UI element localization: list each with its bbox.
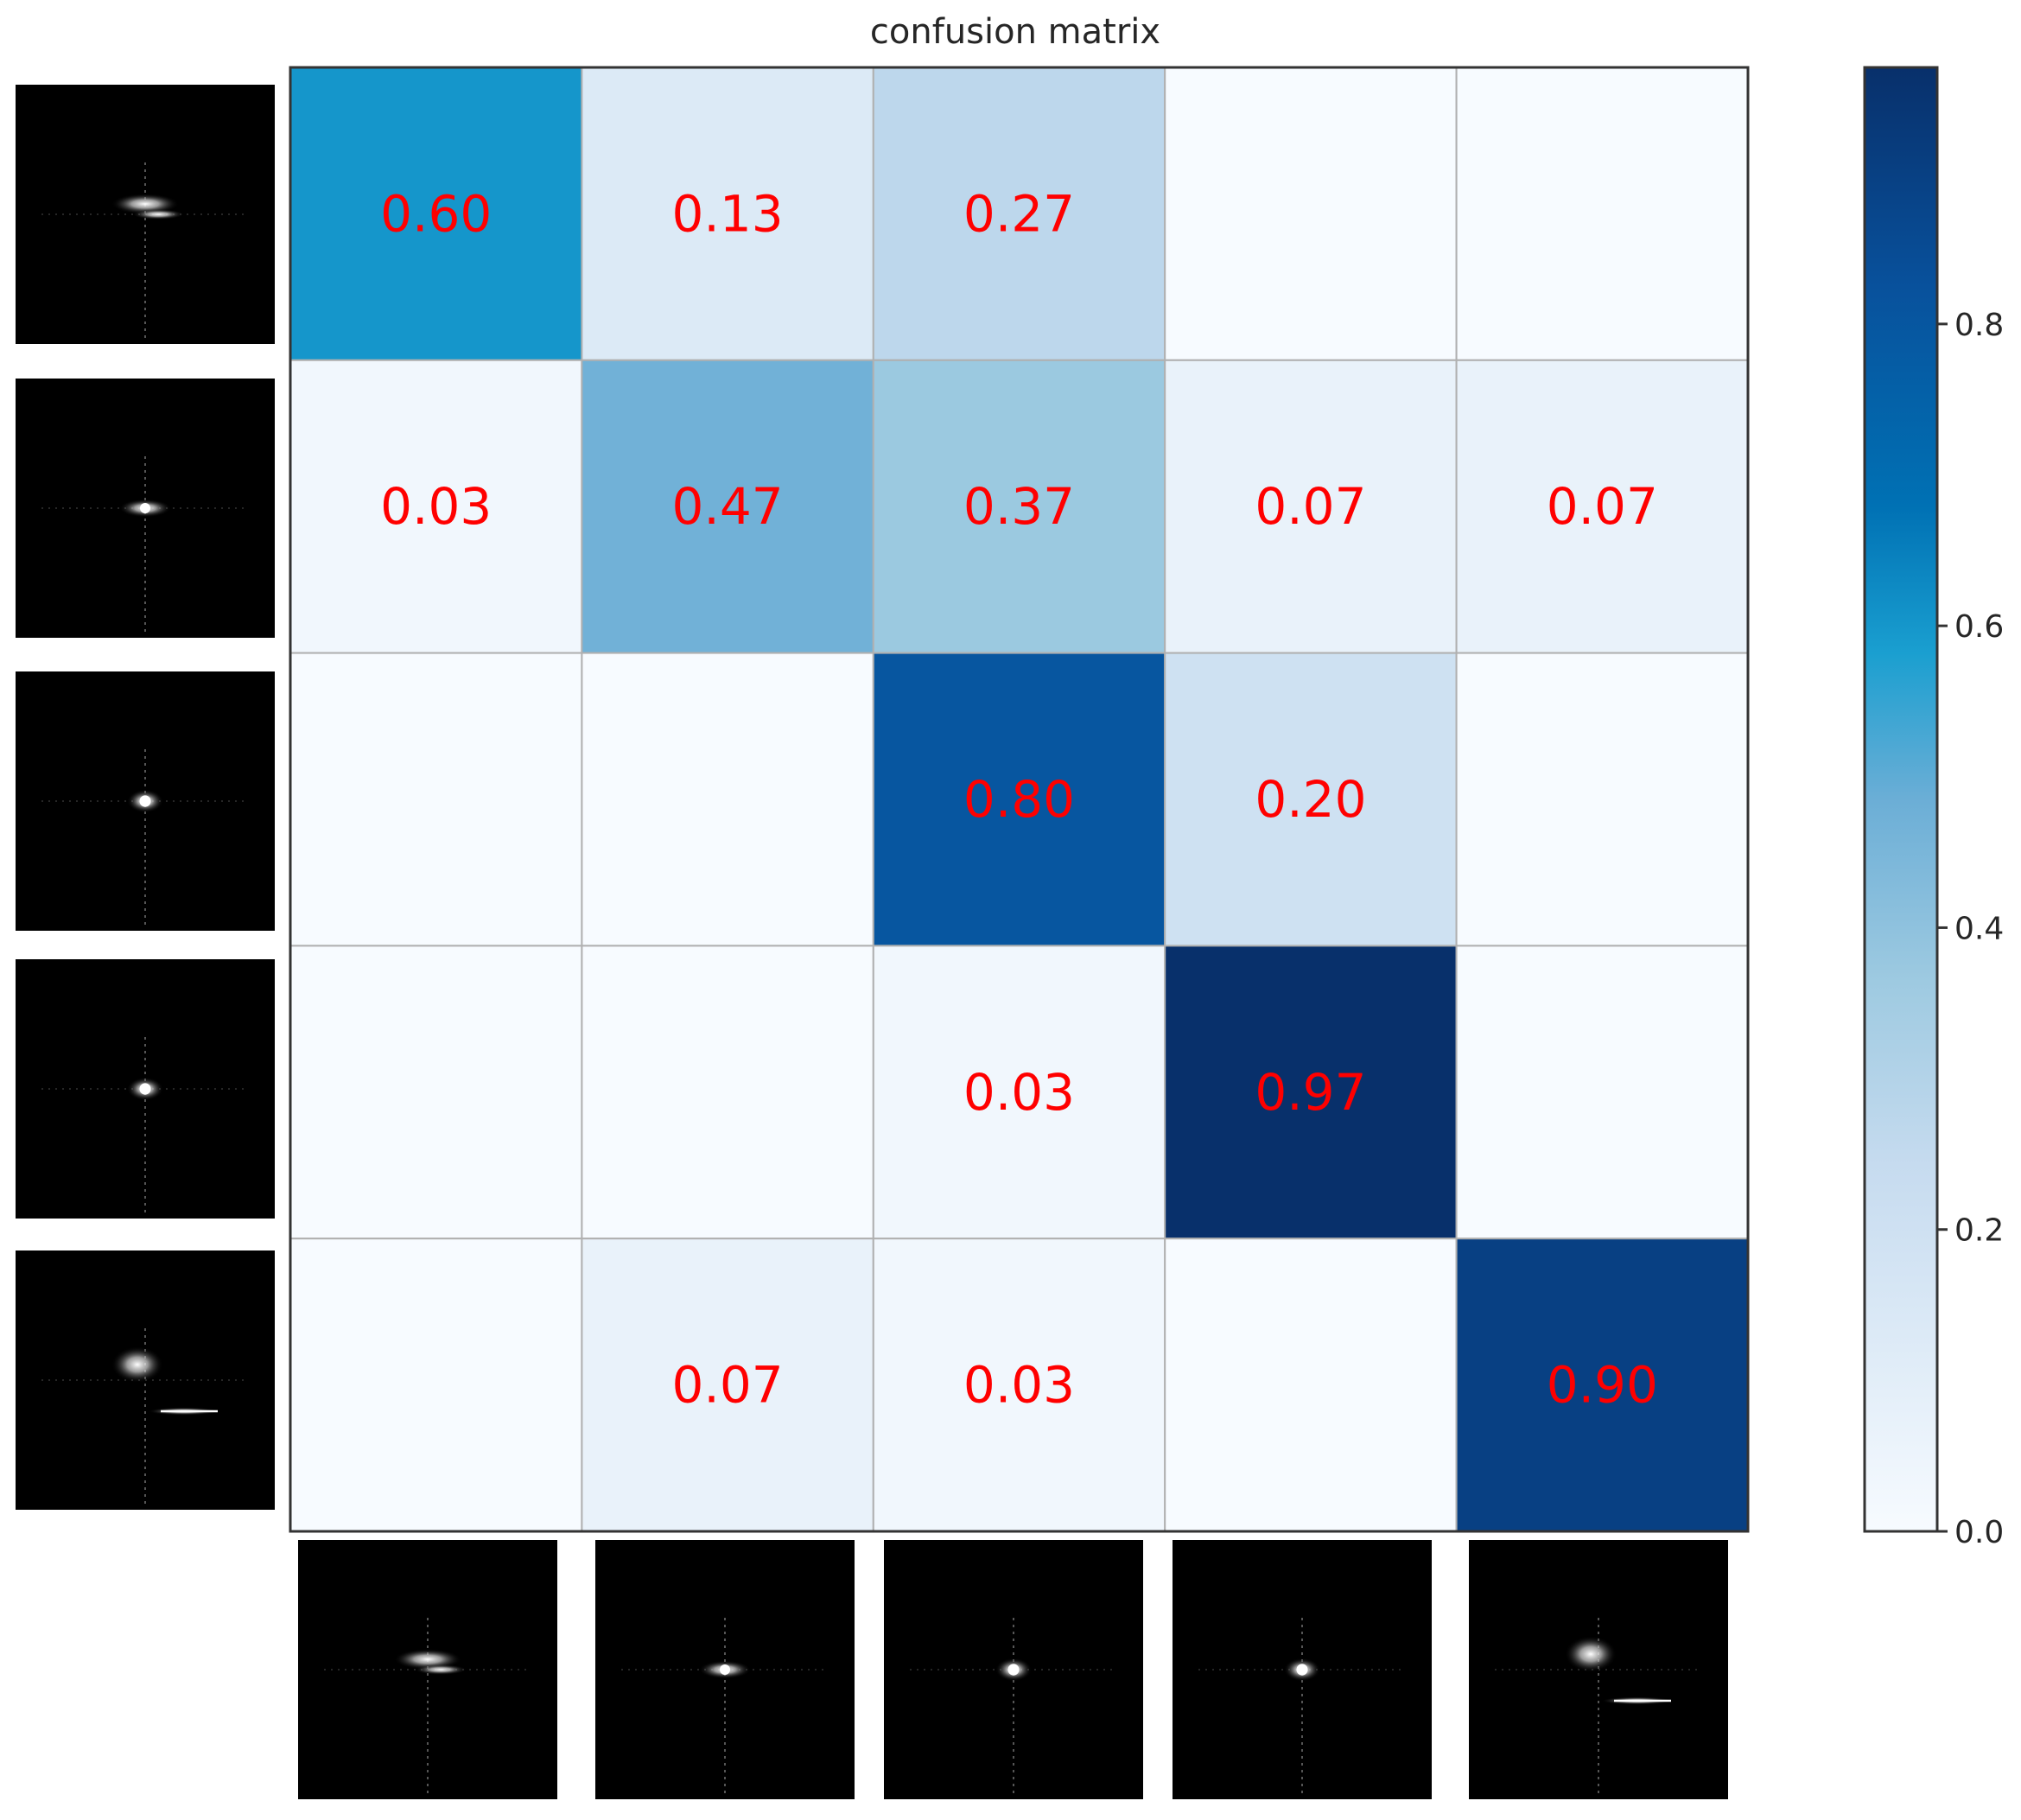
cell-value-label: 0.13 (672, 184, 784, 243)
radar-spectrogram-icon (298, 1540, 557, 1799)
cell-value-label: 0.03 (963, 1356, 1075, 1415)
heatmap-cell (581, 359, 874, 654)
colorbar (1863, 66, 1939, 1533)
cell-value-label: 0.37 (963, 477, 1075, 536)
radar-spectrogram-icon (16, 959, 275, 1219)
chart-title: confusion matrix (870, 12, 1160, 52)
colorbar-tick-label: 0.8 (1954, 308, 2004, 343)
cell-value-label: 0.60 (380, 184, 492, 243)
cell-value-label: 0.03 (963, 1063, 1075, 1122)
cell-value-label: 0.07 (1547, 477, 1658, 536)
heatmap-cell (1455, 945, 1749, 1240)
heatmap-cell (1164, 652, 1458, 947)
heatmap-cell (1455, 67, 1749, 361)
heatmap-cell (1164, 1238, 1458, 1532)
cell-value-label: 0.90 (1547, 1356, 1658, 1415)
heatmap-cell (289, 945, 583, 1240)
colorbar-ticks: 0.0 0.2 0.4 0.6 0.8 (1937, 308, 2004, 1550)
cell-value-label: 0.27 (963, 184, 1075, 243)
cell-value-label: 0.97 (1255, 1063, 1366, 1122)
radar-spectrogram-icon (16, 1250, 275, 1510)
colorbar-tick-label: 0.0 (1954, 1515, 2004, 1550)
heatmap-cell (1455, 359, 1749, 654)
colorbar-tick-label: 0.4 (1954, 911, 2004, 946)
colorbar-tick-label: 0.6 (1954, 609, 2004, 645)
radar-spectrogram-icon (16, 671, 275, 931)
radar-spectrogram-icon (16, 85, 275, 344)
radar-spectrogram-icon (1469, 1540, 1728, 1799)
heatmap-cell (1164, 67, 1458, 361)
cell-value-label: 0.07 (672, 1356, 784, 1415)
heatmap-cell (872, 359, 1166, 654)
heatmap-cell (1455, 652, 1749, 947)
heatmap-cell (1455, 1238, 1749, 1532)
radar-spectrogram-icon (16, 379, 275, 638)
heatmap-cell (581, 67, 874, 361)
heatmap-cell-labels: 0.60 0.13 0.27 0.03 0.47 0.37 0.07 0.07 0.80 0.20… (380, 184, 1658, 1414)
cell-value-label: 0.47 (672, 477, 784, 536)
heatmap-cells (289, 67, 1749, 1532)
heatmap-cell (1164, 945, 1458, 1240)
cell-value-label: 0.20 (1255, 770, 1366, 829)
cell-value-label: 0.03 (380, 477, 492, 536)
plot-frame (289, 66, 1750, 1533)
heatmap-cell (289, 1238, 583, 1532)
radar-spectrogram-icon (595, 1540, 855, 1799)
radar-spectrogram-icon (1173, 1540, 1432, 1799)
heatmap-cell (872, 945, 1166, 1240)
column-tick-images (298, 1540, 1728, 1799)
heatmap-cell (872, 1238, 1166, 1532)
heatmap-cell (872, 652, 1166, 947)
colorbar-tick-label: 0.2 (1954, 1213, 2004, 1249)
cell-value-label: 0.07 (1255, 477, 1366, 536)
radar-spectrogram-icon (884, 1540, 1143, 1799)
heatmap-cell (581, 1238, 874, 1532)
cell-value-label: 0.80 (963, 770, 1075, 829)
heatmap-cell (581, 652, 874, 947)
row-tick-images (16, 85, 275, 1510)
heatmap-cell (289, 652, 583, 947)
heatmap-cell (289, 359, 583, 654)
heatmap-cell (581, 945, 874, 1240)
heatmap-cell (289, 67, 583, 361)
